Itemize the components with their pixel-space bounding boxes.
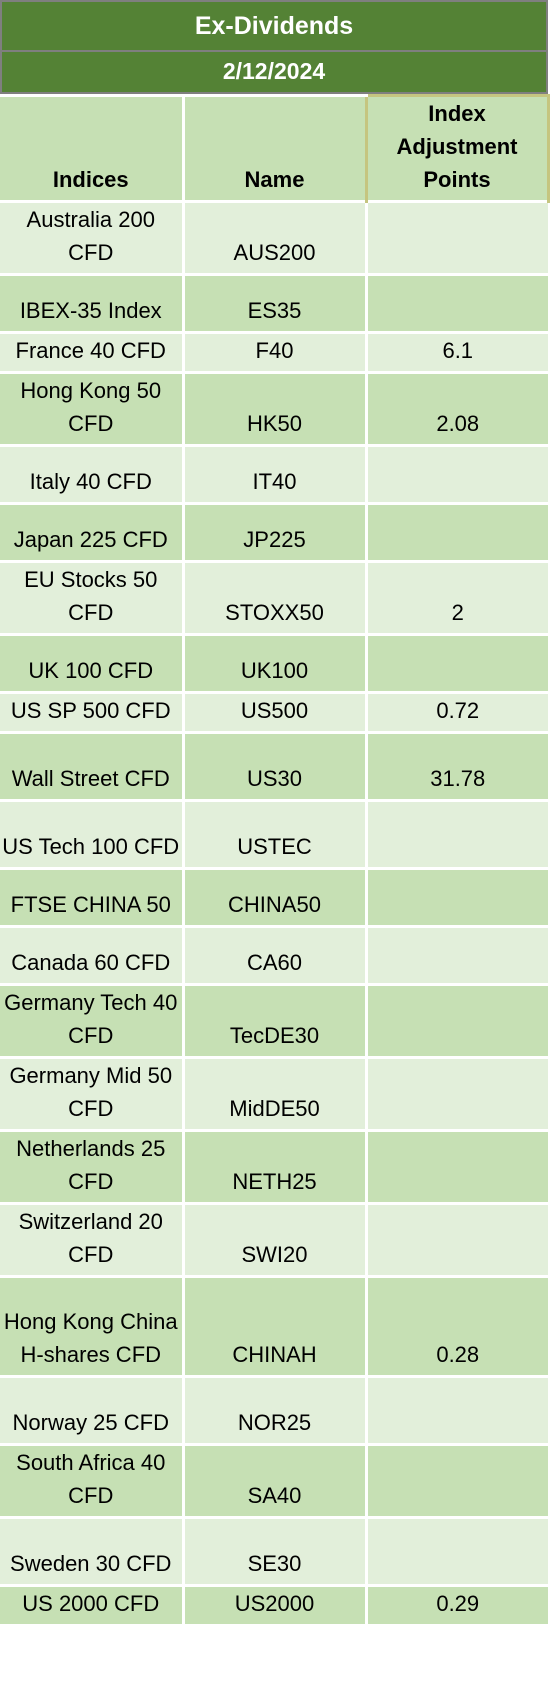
table-row: EU Stocks 50 CFD STOXX50 2: [0, 560, 548, 635]
table-row: Netherlands 25 CFD NETH25: [0, 1129, 548, 1204]
symbol-cell: JP225: [181, 502, 366, 562]
symbol-cell: USTEC: [181, 799, 366, 869]
symbol-cell: US2000: [181, 1584, 366, 1624]
symbol-cell: US30: [181, 731, 366, 801]
symbol-cell: AUS200: [181, 200, 366, 275]
table-row: US 2000 CFD US2000 0.29: [0, 1584, 548, 1624]
symbol-cell: STOXX50: [181, 560, 366, 635]
symbol-cell: ES35: [181, 273, 366, 333]
index-cell: Switzerland 20 CFD: [0, 1202, 183, 1277]
ex-dividends-table: Indices Name Index Adjustment Points Aus…: [0, 94, 550, 1624]
index-cell: FTSE CHINA 50: [0, 867, 183, 927]
adjustment-points-cell: [364, 200, 548, 275]
header-name: Name: [181, 94, 366, 202]
adjustment-points-cell: [364, 867, 548, 927]
table-row: Sweden 30 CFD SE30: [0, 1516, 548, 1586]
table-body: Australia 200 CFD AUS200 IBEX-35 Index ES35…: [0, 200, 548, 1624]
symbol-cell: HK50: [181, 371, 366, 446]
table-row: Italy 40 CFD IT40: [0, 444, 548, 504]
adjustment-points-cell: 2: [364, 560, 548, 635]
index-cell: Hong Kong China H-shares CFD: [0, 1275, 183, 1377]
table-row: US SP 500 CFD US500 0.72: [0, 691, 548, 733]
adjustment-points-cell: [364, 1375, 548, 1445]
table-row: Hong Kong 50 CFD HK50 2.08: [0, 371, 548, 446]
table-row: US Tech 100 CFD USTEC: [0, 799, 548, 869]
table-row: UK 100 CFD UK100: [0, 633, 548, 693]
adjustment-points-cell: [364, 1056, 548, 1131]
index-cell: Norway 25 CFD: [0, 1375, 183, 1445]
index-cell: Italy 40 CFD: [0, 444, 183, 504]
index-cell: Australia 200 CFD: [0, 200, 183, 275]
adjustment-points-cell: [364, 273, 548, 333]
index-cell: UK 100 CFD: [0, 633, 183, 693]
symbol-cell: SWI20: [181, 1202, 366, 1277]
adjustment-points-cell: [364, 799, 548, 869]
table-row: Australia 200 CFD AUS200: [0, 200, 548, 275]
index-cell: IBEX-35 Index: [0, 273, 183, 333]
table-row: Canada 60 CFD CA60: [0, 925, 548, 985]
table-row: Germany Mid 50 CFD MidDE50: [0, 1056, 548, 1131]
index-cell: Hong Kong 50 CFD: [0, 371, 183, 446]
table-row: Germany Tech 40 CFD TecDE30: [0, 983, 548, 1058]
adjustment-points-cell: [364, 925, 548, 985]
index-cell: Japan 225 CFD: [0, 502, 183, 562]
symbol-cell: CA60: [181, 925, 366, 985]
index-cell: Sweden 30 CFD: [0, 1516, 183, 1586]
table-row: France 40 CFD F40 6.1: [0, 331, 548, 373]
symbol-cell: US500: [181, 691, 366, 733]
table-row: FTSE CHINA 50 CHINA50: [0, 867, 548, 927]
adjustment-points-cell: 6.1: [364, 331, 548, 373]
symbol-cell: CHINA50: [181, 867, 366, 927]
adjustment-points-cell: [364, 1443, 548, 1518]
table-row: Hong Kong China H-shares CFD CHINAH 0.28: [0, 1275, 548, 1377]
symbol-cell: SA40: [181, 1443, 366, 1518]
index-cell: Canada 60 CFD: [0, 925, 183, 985]
adjustment-points-cell: [364, 1129, 548, 1204]
symbol-cell: F40: [181, 331, 366, 373]
ex-dividends-sheet: Ex-Dividends 2/12/2024 Indices Name Inde…: [0, 0, 550, 1624]
table-row: Norway 25 CFD NOR25: [0, 1375, 548, 1445]
header-row: Indices Name Index Adjustment Points: [0, 94, 550, 202]
table-row: Switzerland 20 CFD SWI20: [0, 1202, 548, 1277]
symbol-cell: NOR25: [181, 1375, 366, 1445]
adjustment-points-cell: [364, 633, 548, 693]
table-row: Wall Street CFD US30 31.78: [0, 731, 548, 801]
sheet-title: Ex-Dividends: [0, 0, 548, 52]
adjustment-points-cell: 0.72: [364, 691, 548, 733]
symbol-cell: TecDE30: [181, 983, 366, 1058]
header-adjustment-points: Index Adjustment Points: [364, 94, 550, 202]
adjustment-points-cell: [364, 502, 548, 562]
index-cell: Wall Street CFD: [0, 731, 183, 801]
adjustment-points-cell: 0.29: [364, 1584, 548, 1624]
index-cell: US SP 500 CFD: [0, 691, 183, 733]
adjustment-points-cell: 31.78: [364, 731, 548, 801]
sheet-date: 2/12/2024: [0, 52, 548, 94]
index-cell: Germany Tech 40 CFD: [0, 983, 183, 1058]
index-cell: South Africa 40 CFD: [0, 1443, 183, 1518]
symbol-cell: IT40: [181, 444, 366, 504]
symbol-cell: NETH25: [181, 1129, 366, 1204]
index-cell: EU Stocks 50 CFD: [0, 560, 183, 635]
index-cell: Germany Mid 50 CFD: [0, 1056, 183, 1131]
header-indices: Indices: [0, 94, 183, 202]
index-cell: US Tech 100 CFD: [0, 799, 183, 869]
adjustment-points-cell: [364, 1516, 548, 1586]
adjustment-points-cell: [364, 983, 548, 1058]
index-cell: US 2000 CFD: [0, 1584, 183, 1624]
symbol-cell: MidDE50: [181, 1056, 366, 1131]
adjustment-points-cell: 0.28: [364, 1275, 548, 1377]
adjustment-points-cell: [364, 444, 548, 504]
symbol-cell: CHINAH: [181, 1275, 366, 1377]
adjustment-points-cell: [364, 1202, 548, 1277]
index-cell: Netherlands 25 CFD: [0, 1129, 183, 1204]
adjustment-points-cell: 2.08: [364, 371, 548, 446]
symbol-cell: SE30: [181, 1516, 366, 1586]
symbol-cell: UK100: [181, 633, 366, 693]
table-row: South Africa 40 CFD SA40: [0, 1443, 548, 1518]
index-cell: France 40 CFD: [0, 331, 183, 373]
table-row: Japan 225 CFD JP225: [0, 502, 548, 562]
table-row: IBEX-35 Index ES35: [0, 273, 548, 333]
